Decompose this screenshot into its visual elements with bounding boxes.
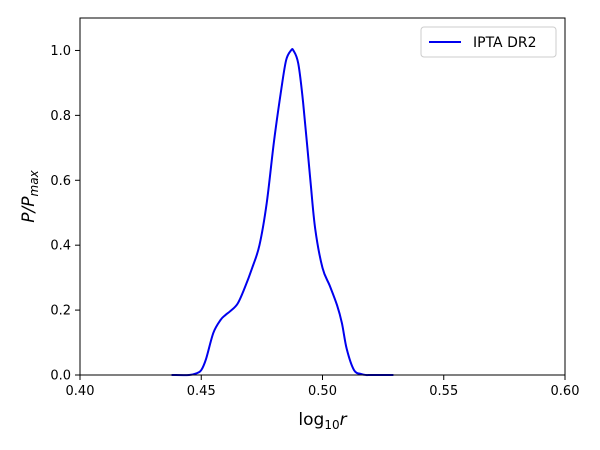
axis-ticks: 0.40 0.45 0.50 0.55 0.60 0.0 0.2 0.4 0.6 0.8 1.0 <box>50 44 579 399</box>
y-axis-label: P/Pmax <box>19 169 41 222</box>
y-tick-label: 0.8 <box>50 109 71 124</box>
y-tick-label: 0.0 <box>50 369 71 384</box>
y-tick-label: 1.0 <box>50 44 71 59</box>
x-axis-label-subscript: 10 <box>324 418 339 432</box>
x-axis-label: log10r <box>298 410 347 432</box>
legend-label: IPTA DR2 <box>473 35 536 51</box>
plot-frame <box>79 17 566 376</box>
y-tick-label: 0.4 <box>50 239 71 254</box>
y-axis-label-subscript: max <box>27 169 41 196</box>
y-tick-label: 0.6 <box>50 174 71 189</box>
x-tick-label: 0.40 <box>66 384 95 399</box>
y-tick-label: 0.2 <box>50 304 71 319</box>
x-tick-label: 0.60 <box>551 384 580 399</box>
plot-area <box>171 48 394 377</box>
legend: IPTA DR2 <box>420 26 557 58</box>
x-axis-label-variable: r <box>340 410 348 430</box>
x-tick-label: 0.50 <box>308 384 337 399</box>
x-tick-label: 0.55 <box>429 384 458 399</box>
x-tick-label: 0.45 <box>187 384 216 399</box>
series-line-ipta-dr2 <box>171 48 394 377</box>
y-axis-label-main: P/P <box>19 196 39 223</box>
x-axis-label-base: log <box>298 410 324 430</box>
legend-box <box>420 26 557 58</box>
